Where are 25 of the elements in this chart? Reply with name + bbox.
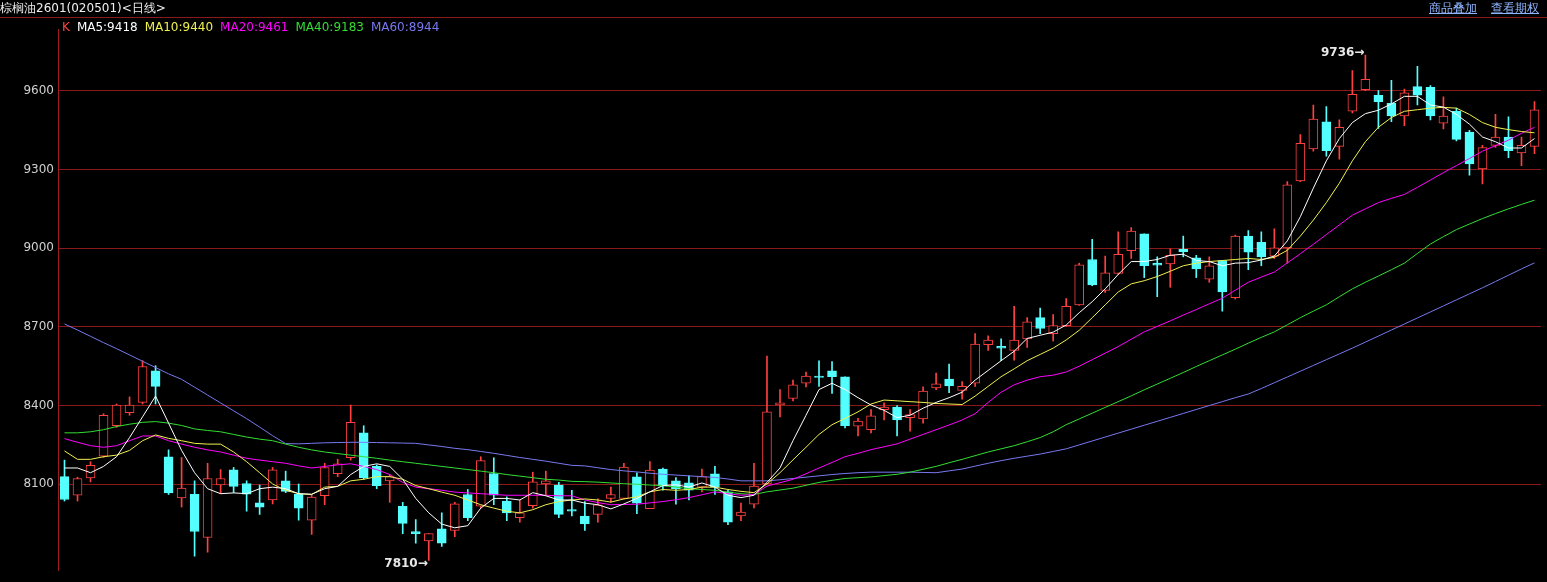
text: MA40:9183: [295, 20, 364, 34]
text: MA5:9418: [76, 20, 138, 34]
y-tick-label: 8400: [23, 397, 54, 412]
text: MA20:9461: [220, 20, 289, 34]
text: K: [62, 20, 70, 34]
chart-title: 棕榈油2601(020501)<日线>: [0, 1, 166, 15]
candlestick: [1165, 248, 1176, 288]
text: 查看期权: [1491, 1, 1539, 15]
candlestick: [1178, 235, 1189, 258]
candlestick: [1009, 306, 1019, 361]
candlestick: [410, 519, 421, 544]
text: 商品叠加: [1429, 1, 1477, 15]
candlestick: [827, 361, 837, 394]
annotation: 9736→: [1320, 45, 1365, 60]
candlestick: [1152, 256, 1163, 298]
y-tick-label: 8700: [23, 319, 54, 334]
candlestick: [996, 338, 1006, 362]
text: MA10:9440: [144, 20, 214, 34]
candlestick: [944, 363, 954, 394]
y-tick-label: 8100: [23, 476, 54, 491]
annotation: 7810→: [384, 556, 428, 571]
y-tick-label: 9300: [23, 161, 54, 176]
text: MA60:8944: [370, 20, 440, 34]
y-tick-label: 9600: [23, 82, 54, 97]
y-tick-label: 9000: [23, 240, 54, 255]
